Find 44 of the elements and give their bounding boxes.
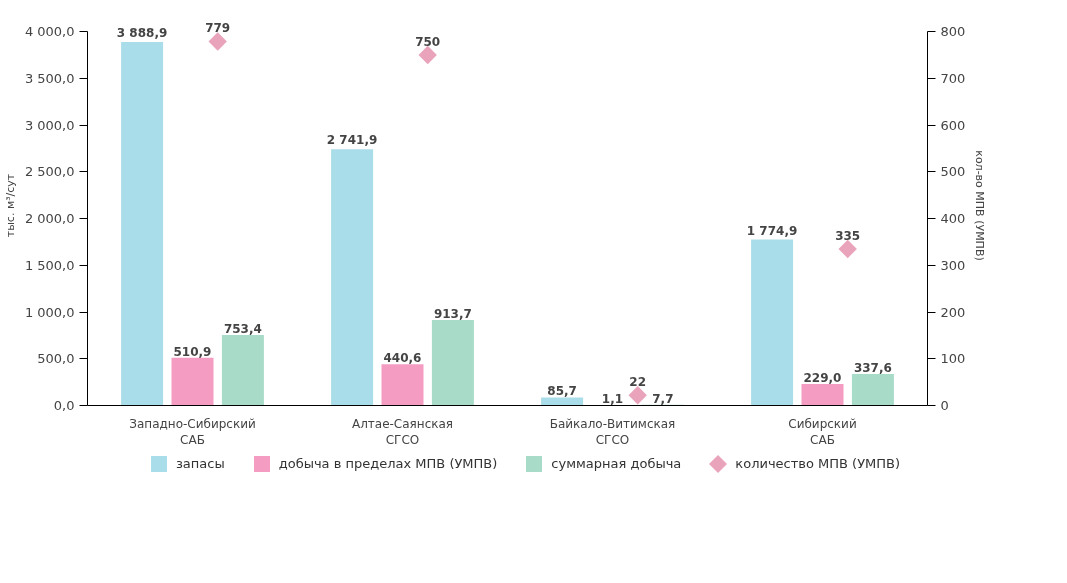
x-tick-label: Сибирский САБ (788, 416, 857, 448)
data-label: 1,1 (601, 392, 624, 407)
data-label: 335 (835, 228, 861, 243)
legend-label: количество МПВ (УМПВ) (735, 455, 901, 473)
y-tick-label: 500,0 (37, 351, 75, 367)
y-tick-label: 2 000,0 (24, 211, 75, 227)
data-label: 913,7 (433, 307, 472, 322)
legend-label: суммарная добыча (551, 455, 682, 473)
y2-tick-label: 200 (940, 304, 966, 320)
data-label: 510,9 (173, 344, 212, 359)
y2-tick-label: 700 (940, 70, 966, 86)
y2-tick-label: 300 (940, 257, 966, 273)
y-tick-label: 2 500,0 (24, 164, 75, 180)
data-label: 3 888,9 (116, 26, 168, 41)
y2-tick-label: 0 (940, 398, 949, 413)
data-label: 229,0 (803, 371, 842, 386)
y2-tick-label: 500 (940, 164, 966, 180)
y-tick-label: 4 000,0 (24, 24, 75, 40)
x-tick-label: Западно-Сибирский САБ (129, 416, 256, 448)
legend-label: добыча в пределах МПВ (УМПВ) (278, 455, 498, 473)
x-tick-label: Алтае-Саянская СГСО (351, 416, 454, 448)
data-label: 440,6 (383, 351, 422, 366)
data-label: 22 (629, 375, 647, 390)
y2-tick-label: 800 (940, 24, 966, 40)
y2-tick-label: 400 (940, 211, 966, 227)
data-label: 337,6 (853, 360, 892, 375)
y2-tick-label: 600 (940, 117, 966, 133)
data-label: 2 741,9 (326, 133, 378, 148)
y-tick-label: 3 500,0 (24, 70, 75, 86)
y-tick-label: 0,0 (53, 398, 75, 413)
x-tick-label: Байкало-Витимская СГСО (549, 416, 676, 448)
data-label: 753,4 (223, 322, 262, 337)
data-label: 7,7 (652, 391, 674, 406)
y-tick-label: 3 000,0 (24, 117, 75, 133)
legend-label: запасы (175, 455, 225, 473)
data-label: 85,7 (547, 384, 577, 399)
data-label: 750 (415, 35, 441, 50)
data-label: 779 (205, 21, 231, 36)
data-label: 1 774,9 (746, 223, 798, 238)
y-tick-label: 1 000,0 (24, 304, 75, 320)
y-axis-title: тыс. м³/сут (3, 173, 17, 238)
y2-axis-title: кол-во МПВ (УМПВ) (973, 150, 987, 261)
y-tick-label: 1 500,0 (24, 257, 75, 273)
y2-tick-label: 100 (940, 351, 966, 367)
